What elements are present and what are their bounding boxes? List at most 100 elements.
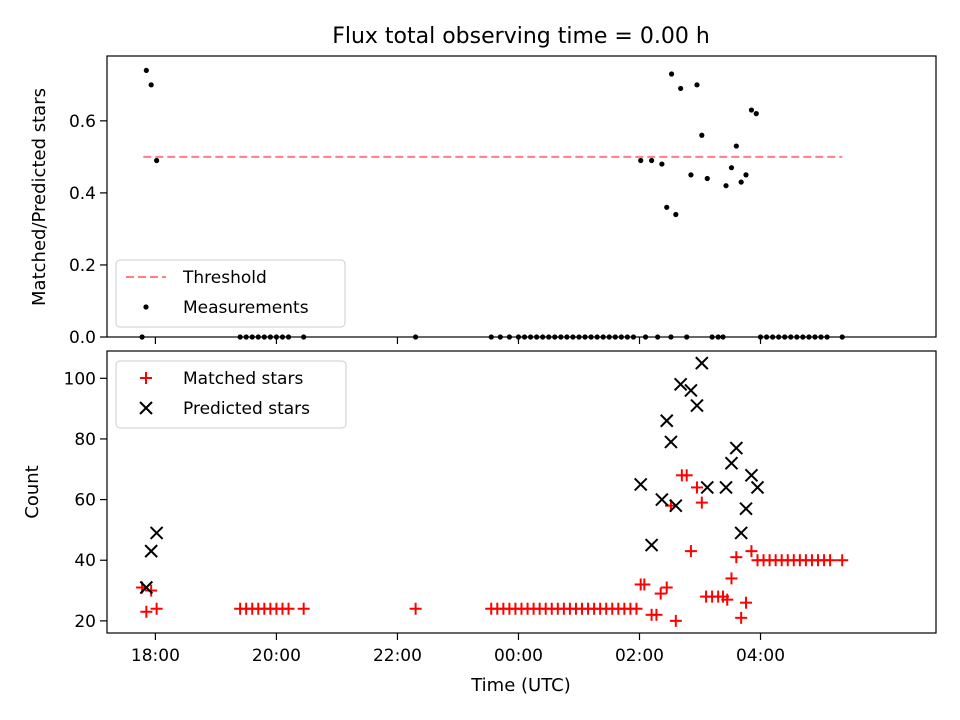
bottom-y-axis-label: Count: [22, 465, 43, 518]
matched-star-point: [730, 551, 743, 564]
measurement-point: [148, 82, 154, 88]
predicted-star-point: [664, 435, 678, 449]
measurement-point: [154, 157, 160, 164]
matched-star-point: [684, 545, 697, 558]
matched-star-point: [630, 602, 643, 615]
legend-matched-swatch: [140, 372, 152, 384]
predicted-star-point: [750, 480, 765, 495]
measurement-point: [664, 204, 670, 210]
top-y-tick-label: 0.2: [69, 256, 96, 276]
top-y-tick-label: 0.4: [69, 184, 96, 204]
legend-label: Predicted stars: [183, 399, 310, 419]
top-plot-frame: [106, 55, 937, 338]
measurement-point: [743, 172, 749, 178]
matched-star-point: [140, 605, 153, 618]
matched-star-point: [145, 584, 158, 597]
legend-label: Threshold: [182, 268, 267, 288]
predicted-star-point: [144, 544, 158, 558]
x-axis-label: Time (UTC): [470, 675, 571, 696]
top-panel: 0.0 0.2 0.4 0.6 Threshold Measurements: [69, 55, 937, 348]
matched-star-point: [409, 602, 422, 615]
matched-star-point: [690, 481, 703, 494]
matched-star-point: [282, 602, 295, 615]
predicted-star-point: [734, 526, 748, 540]
measurement-point: [673, 211, 679, 218]
x-tick-label: 04:00: [736, 646, 785, 666]
predicted-star-point: [700, 480, 714, 495]
predicted-star-point: [673, 377, 688, 392]
chart-title: Flux total observing time = 0.00 h: [332, 24, 710, 49]
bottom-y-tick-label: 80: [74, 430, 96, 450]
x-tick-label: 00:00: [494, 646, 543, 666]
legend-box: [115, 360, 347, 429]
predicted-star-point: [739, 501, 753, 516]
measurement-point: [694, 82, 700, 88]
predicted-star-point: [669, 498, 683, 513]
measurement-point: [728, 165, 735, 171]
top-y-tick-label: 0.0: [69, 328, 96, 348]
predicted-star-point: [690, 398, 704, 413]
legend-label: Matched stars: [183, 369, 303, 389]
predicted-star-point: [744, 468, 759, 483]
bottom-y-tick-label: 100: [64, 369, 96, 389]
x-tick-label: 20:00: [252, 646, 301, 666]
legend-label: Measurements: [183, 298, 309, 318]
measurement-point: [638, 157, 644, 164]
measurement-point: [733, 143, 739, 149]
matched-star-point: [150, 602, 163, 615]
matched-star-point: [680, 469, 693, 482]
top-y-tick-label: 0.6: [69, 112, 96, 132]
measurement-point: [723, 183, 729, 189]
x-tick-label: 22:00: [373, 646, 422, 666]
bottom-plot-frame: [106, 350, 937, 634]
matched-star-point: [650, 608, 663, 621]
legend-predicted-swatch: [139, 401, 153, 415]
measurement-point: [678, 85, 684, 92]
measurement-point: [143, 67, 149, 74]
measurement-point: [659, 161, 665, 167]
measurement-point: [648, 157, 655, 164]
x-tick-label: 18:00: [131, 646, 180, 666]
matched-star-point: [735, 611, 748, 624]
matched-star-point: [739, 596, 752, 609]
matched-star-point: [824, 554, 837, 567]
legend-measurement-swatch: [143, 304, 149, 310]
predicted-star-point: [655, 492, 669, 507]
predicted-star-point: [644, 538, 659, 552]
bottom-y-tick-label: 20: [74, 612, 96, 632]
matched-star-point: [660, 581, 673, 594]
bottom-legend: Matched stars Predicted stars: [115, 360, 347, 429]
predicted-star-point: [660, 414, 674, 428]
matched-star-point: [721, 593, 734, 606]
matched-star-point: [695, 496, 708, 509]
measurement-point: [668, 71, 675, 77]
bottom-y-tick-label: 40: [74, 551, 96, 571]
matched-star-point: [745, 545, 758, 558]
predicted-star-point: [695, 356, 709, 370]
measurement-point: [704, 175, 710, 182]
legend-box: [115, 259, 346, 328]
matched-star-point: [654, 587, 667, 600]
top-y-axis-label: Matched/Predicted stars: [29, 88, 50, 306]
bottom-y-tick-label: 60: [74, 491, 96, 511]
matched-star-point: [836, 554, 849, 567]
predicted-star-point: [724, 456, 739, 470]
predicted-star-point: [633, 477, 648, 492]
predicted-star-point: [729, 441, 744, 455]
predicted-star-point: [684, 383, 698, 398]
measurement-point: [699, 132, 705, 138]
measurement-point: [748, 107, 755, 113]
measurement-point: [738, 179, 744, 185]
matched-star-point: [297, 602, 310, 615]
measurement-point: [753, 111, 759, 117]
matched-star-point: [725, 572, 738, 585]
matched-star-point: [669, 614, 682, 627]
predicted-star-point: [719, 480, 733, 495]
predicted-star-point: [149, 526, 164, 540]
x-tick-label: 02:00: [615, 646, 664, 666]
bottom-panel: 20 40 60 80 100 18:00 20:00 22:00 00:00 02:00 04:0…: [64, 350, 937, 666]
measurement-point: [688, 172, 694, 178]
matched-star-point: [638, 578, 651, 591]
top-legend: Threshold Measurements: [115, 259, 346, 328]
